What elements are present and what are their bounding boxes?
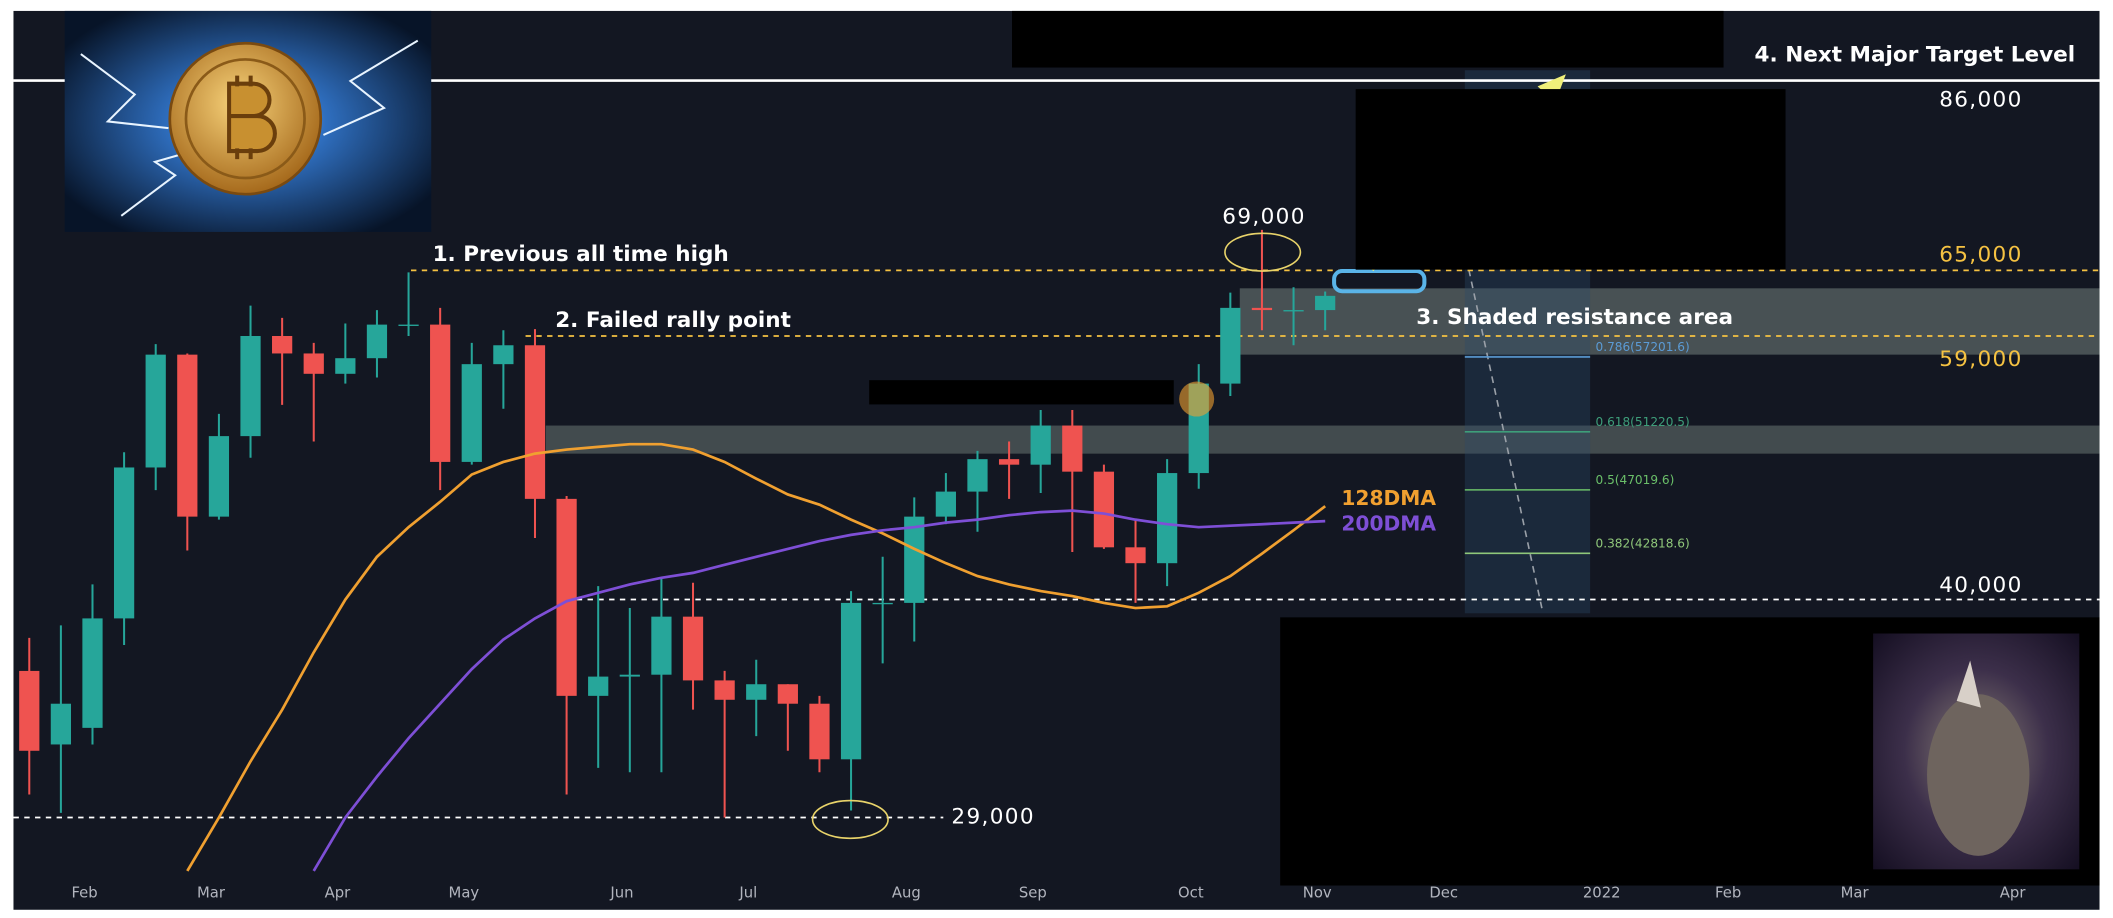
x-tick-label: Apr xyxy=(325,885,352,902)
rhino-image xyxy=(1873,633,2080,870)
candle-body xyxy=(967,459,988,492)
fib-label: 0.5(47019.6) xyxy=(1596,473,1675,487)
candle-body xyxy=(1093,471,1115,548)
ma-line xyxy=(186,442,1327,872)
breakout-box xyxy=(1332,268,1427,294)
candle-body xyxy=(588,676,609,696)
annotation: 1. Previous all time high xyxy=(433,242,729,267)
x-tick-label: May xyxy=(449,885,480,902)
level-label: 29,000 xyxy=(951,805,1034,830)
rhino-head xyxy=(1927,694,2030,856)
candle-body xyxy=(177,354,198,517)
candle-body xyxy=(714,680,735,700)
low-circle xyxy=(811,799,889,840)
resistance-zone xyxy=(545,425,2100,454)
bitcoin-image xyxy=(64,10,432,232)
lightning xyxy=(323,39,419,136)
candle-body xyxy=(1157,473,1178,564)
candle-body xyxy=(619,674,640,677)
rhino-horn xyxy=(1956,660,1981,708)
coin-symbol xyxy=(227,75,277,160)
level-label: 59,000 xyxy=(1939,347,2022,372)
candle-body xyxy=(335,358,356,374)
candle-body xyxy=(651,616,672,675)
x-tick-label: Oct xyxy=(1178,885,1204,902)
x-tick-label: Mar xyxy=(1841,885,1870,902)
x-tick-label: Feb xyxy=(71,885,97,902)
coin-ring xyxy=(184,58,306,180)
peak-circle xyxy=(1224,232,1302,272)
candle-body xyxy=(1283,310,1304,312)
breakout-marker xyxy=(1179,381,1215,417)
candle-body xyxy=(208,436,230,517)
x-tick-label: Sep xyxy=(1019,885,1047,902)
candle-body xyxy=(872,602,893,605)
x-tick-label: Jun xyxy=(609,885,633,902)
candle-body xyxy=(746,684,767,700)
annotation: 2. Failed rally point xyxy=(555,308,791,333)
candle-body xyxy=(461,364,482,462)
candle-body xyxy=(1062,425,1083,472)
x-tick-label: Aug xyxy=(892,885,921,902)
candle-body xyxy=(777,684,798,704)
x-tick-label: Feb xyxy=(1715,885,1741,902)
x-tick-label: Jul xyxy=(738,885,757,902)
candle-body xyxy=(809,703,830,760)
candle-body xyxy=(935,491,956,517)
candle-body xyxy=(19,670,40,751)
redaction xyxy=(1012,10,1724,68)
candle-body xyxy=(1220,307,1241,384)
candles xyxy=(19,229,1336,818)
candle-body xyxy=(493,345,514,365)
x-tick-label: Apr xyxy=(2000,885,2027,902)
level-label: 86,000 xyxy=(1939,88,2022,113)
x-tick-label: Nov xyxy=(1303,885,1332,902)
level-label: 65,000 xyxy=(1939,243,2022,268)
candle-body xyxy=(366,324,388,359)
candle-body xyxy=(904,516,925,603)
redaction xyxy=(869,380,1174,405)
arrow-head xyxy=(1537,74,1566,103)
candle-body xyxy=(50,703,72,745)
candle-body xyxy=(145,354,166,468)
candle-body xyxy=(524,345,546,499)
candle-body xyxy=(430,324,451,462)
resistance-zone xyxy=(1239,288,2100,355)
redaction xyxy=(1355,89,1786,270)
fib-label: 0.786(57201.6) xyxy=(1596,340,1690,354)
candle-body xyxy=(240,336,261,437)
x-tick-label: Dec xyxy=(1429,885,1458,902)
candle-body xyxy=(556,498,577,696)
lightning xyxy=(80,53,169,130)
x-tick-label: Mar xyxy=(197,885,226,902)
candle-body xyxy=(682,616,704,681)
fib-label: 0.382(42818.6) xyxy=(1596,536,1690,550)
x-tick-label: 2022 xyxy=(1583,885,1621,902)
ma-line xyxy=(312,509,1326,872)
candle-body xyxy=(1030,425,1051,465)
trend-line xyxy=(1468,269,1544,614)
ma-label: 128DMA xyxy=(1341,486,1436,510)
candle-body xyxy=(113,467,135,619)
zones xyxy=(545,288,2100,454)
ma-label: 200DMA xyxy=(1341,512,1436,536)
annotation: 3. Shaded resistance area xyxy=(1416,305,1733,330)
candle-body xyxy=(303,353,324,374)
fib-label: 0.618(51220.5) xyxy=(1596,415,1690,429)
candle-body xyxy=(1315,295,1336,311)
candle-body xyxy=(998,459,1020,465)
candle-body xyxy=(272,336,293,354)
candle-body xyxy=(82,618,103,728)
peak-label: 69,000 xyxy=(1222,205,1305,230)
labels: 4. Next Major Target Level 1. Previous a… xyxy=(433,42,2076,829)
level-label: 40,000 xyxy=(1939,573,2022,598)
annotation: 4. Next Major Target Level xyxy=(1755,42,2076,67)
candle-body xyxy=(1125,547,1146,564)
candle-body xyxy=(398,324,419,326)
candle-body xyxy=(840,602,862,760)
candle-body xyxy=(1251,307,1273,311)
